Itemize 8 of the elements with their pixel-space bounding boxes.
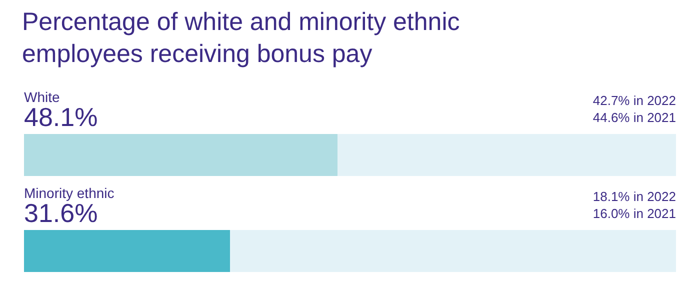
chart-title: Percentage of white and minority ethnic employees receiving bonus pay (22, 8, 460, 68)
annotation: 16.0% in 2021 (592, 206, 676, 221)
data-label: 48.1% (24, 102, 98, 132)
annotation: 42.7% in 2022 (592, 93, 676, 108)
y-tick-label: White (24, 89, 60, 105)
annotation: 18.1% in 2022 (592, 189, 676, 204)
y-tick-label: Minority ethnic (24, 185, 114, 201)
annotation: 44.6% in 2021 (592, 110, 676, 125)
